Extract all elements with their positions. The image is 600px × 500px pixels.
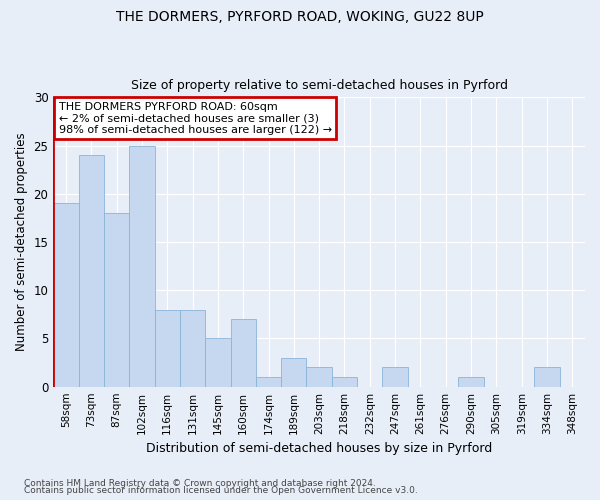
Bar (382, 368, 408, 386)
Bar (53, 204, 79, 386)
Bar (104, 213, 129, 386)
Y-axis label: Number of semi-detached properties: Number of semi-detached properties (15, 132, 28, 352)
Bar (256, 377, 281, 386)
Text: Contains public sector information licensed under the Open Government Licence v3: Contains public sector information licen… (24, 486, 418, 495)
Bar (535, 368, 560, 386)
Text: THE DORMERS PYRFORD ROAD: 60sqm
← 2% of semi-detached houses are smaller (3)
98%: THE DORMERS PYRFORD ROAD: 60sqm ← 2% of … (59, 102, 332, 135)
Bar (332, 377, 357, 386)
Bar (307, 368, 332, 386)
Bar (79, 155, 104, 386)
Bar (458, 377, 484, 386)
Text: THE DORMERS, PYRFORD ROAD, WOKING, GU22 8UP: THE DORMERS, PYRFORD ROAD, WOKING, GU22 … (116, 10, 484, 24)
Title: Size of property relative to semi-detached houses in Pyrford: Size of property relative to semi-detach… (131, 79, 508, 92)
Bar (281, 358, 307, 386)
Bar (230, 319, 256, 386)
Bar (129, 146, 155, 386)
Bar (155, 310, 180, 386)
X-axis label: Distribution of semi-detached houses by size in Pyrford: Distribution of semi-detached houses by … (146, 442, 492, 455)
Bar (180, 310, 205, 386)
Text: Contains HM Land Registry data © Crown copyright and database right 2024.: Contains HM Land Registry data © Crown c… (24, 478, 376, 488)
Bar (205, 338, 230, 386)
